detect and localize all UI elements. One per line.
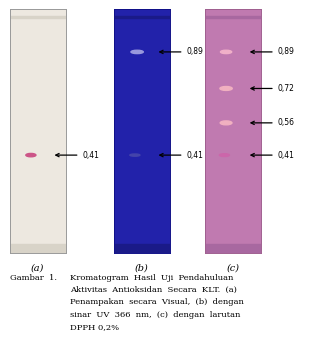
- Text: Kromatogram  Hasil  Uji  Pendahuluan: Kromatogram Hasil Uji Pendahuluan: [70, 274, 234, 282]
- Text: Gambar  1.: Gambar 1.: [10, 274, 57, 282]
- Ellipse shape: [220, 50, 232, 54]
- Bar: [114, 244, 170, 253]
- Ellipse shape: [220, 121, 232, 125]
- Text: 0,41: 0,41: [251, 151, 294, 159]
- Text: (c): (c): [226, 263, 239, 273]
- Text: 0,89: 0,89: [251, 47, 294, 57]
- Text: 0,89: 0,89: [160, 47, 203, 57]
- Text: 0,56: 0,56: [251, 118, 295, 127]
- Bar: [114, 16, 170, 18]
- Bar: [205, 244, 261, 253]
- Ellipse shape: [220, 87, 232, 90]
- Text: (a): (a): [31, 263, 44, 273]
- Ellipse shape: [130, 154, 140, 156]
- Bar: [205, 16, 261, 18]
- Text: (b): (b): [135, 263, 148, 273]
- Text: 0,41: 0,41: [56, 151, 99, 159]
- Text: 0,72: 0,72: [251, 84, 294, 93]
- Ellipse shape: [220, 154, 229, 156]
- Text: Aktivitas  Antioksidan  Secara  KLT.  (a): Aktivitas Antioksidan Secara KLT. (a): [70, 286, 237, 294]
- Text: DPPH 0,2%: DPPH 0,2%: [70, 323, 120, 331]
- Ellipse shape: [26, 154, 36, 157]
- Bar: [10, 16, 66, 18]
- Text: Penampakan  secara  Visual,  (b)  dengan: Penampakan secara Visual, (b) dengan: [70, 298, 244, 306]
- Text: 0,41: 0,41: [160, 151, 203, 159]
- Bar: [10, 244, 66, 253]
- Text: sinar  UV  366  nm,  (c)  dengan  larutan: sinar UV 366 nm, (c) dengan larutan: [70, 311, 241, 319]
- Ellipse shape: [131, 50, 143, 54]
